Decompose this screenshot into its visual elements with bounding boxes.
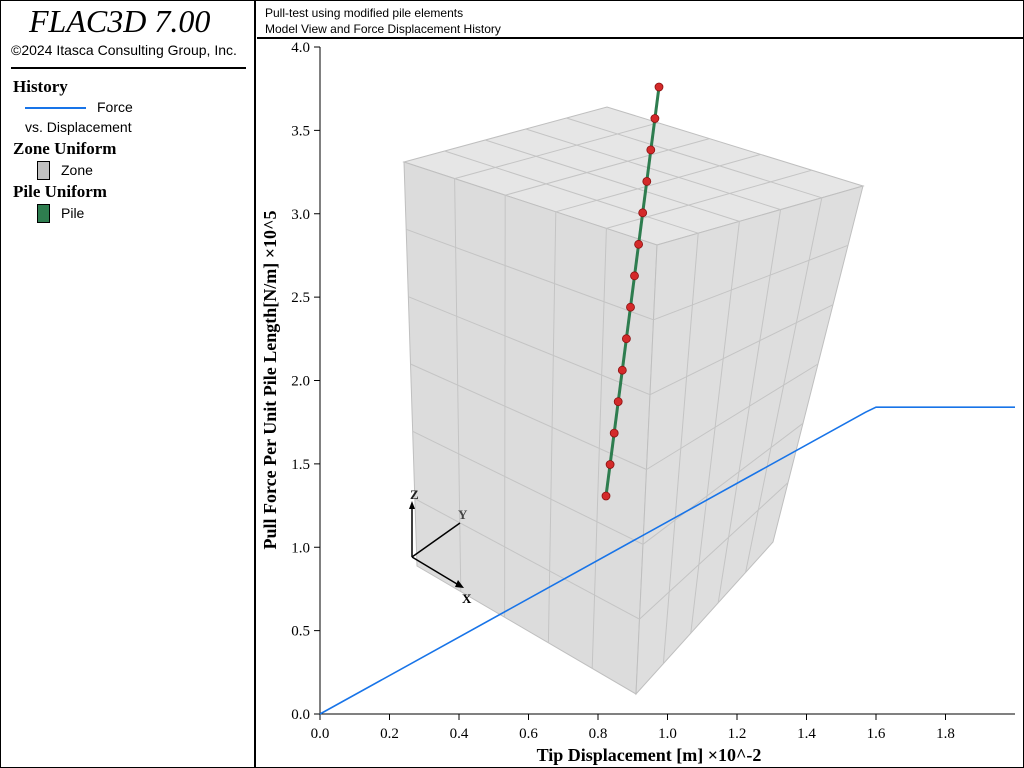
triad-z-label: Z	[410, 487, 419, 502]
pile-legend-heading: Pile Uniform	[13, 182, 107, 201]
pile-nodes	[601, 82, 664, 501]
app-title: FLAC3D 7.00	[29, 3, 211, 39]
y-tick-label: 4.0	[291, 40, 310, 56]
history-line-swatch	[25, 107, 86, 109]
pile-node	[642, 176, 652, 186]
triad-y-axis	[411, 522, 461, 558]
pile-node	[638, 208, 648, 218]
zone-grid-line	[653, 244, 849, 321]
pile-node	[613, 397, 623, 407]
pile-node	[626, 302, 635, 312]
x-tick-label: 0.2	[380, 726, 399, 742]
zone-block-left-face	[403, 161, 658, 695]
force-displacement-series-line	[319, 406, 1015, 715]
zone-grid-line	[444, 150, 699, 234]
zone-grid-line	[408, 296, 651, 396]
y-tick-label: 2.0	[291, 374, 310, 390]
pile-node	[617, 365, 627, 375]
plot-title-line-1: Pull-test using modified pile elements	[265, 6, 464, 20]
triad-x-axis	[411, 556, 463, 588]
sidebar-divider	[11, 67, 246, 69]
model-view: Z Y X	[402, 82, 865, 696]
x-tick-label: 0.6	[519, 726, 538, 742]
pile-node	[646, 145, 656, 155]
pile-node	[605, 460, 615, 469]
triad-y-label: Y	[458, 507, 468, 522]
zone-grid-line	[525, 128, 781, 211]
pile-node	[634, 239, 644, 249]
y-tick-label: 3.5	[291, 123, 310, 139]
y-tick-label: 3.0	[291, 207, 310, 223]
y-axis-label: Pull Force Per Unit Pile Length[N/m] ×10…	[260, 211, 280, 550]
pile-node	[609, 428, 619, 438]
x-tick-label: 0.0	[311, 726, 330, 742]
zone-grid-line	[566, 117, 822, 199]
zone-grid-line	[649, 304, 834, 396]
zone-color-swatch	[37, 161, 50, 180]
y-tick-label: 1.0	[291, 540, 310, 556]
plot-header: Pull-test using modified pile elements M…	[257, 1, 1023, 39]
x-axis-ticks: 0.0 0.2 0.4 0.6 0.8 1.0 1.2 1.4 1.6 1.8	[311, 714, 955, 742]
y-tick-label: 0.0	[291, 707, 310, 723]
y-tick-label: 1.5	[291, 457, 310, 473]
zone-grid-line	[410, 363, 647, 470]
zone-grid-lines	[405, 117, 849, 669]
zone-legend-item: Zone	[61, 162, 93, 178]
chart-series	[319, 406, 1015, 715]
x-tick-label: 1.0	[658, 726, 677, 742]
pile-node	[650, 114, 660, 123]
axes-triad: Z Y X	[409, 487, 472, 606]
pile-line	[604, 86, 661, 497]
history-legend-item-continued: vs. Displacement	[25, 119, 132, 135]
app-copyright: ©2024 Itasca Consulting Group, Inc.	[11, 42, 237, 58]
force-displacement-chart: 0.0 0.5 1.0 1.5 2.0 2.5 3.0 3.5 4.0 0.0 0.2 0.4 0.6…	[260, 40, 1015, 765]
x-tick-label: 1.2	[728, 726, 747, 742]
zone-grid-line	[642, 422, 804, 545]
pile-color-swatch	[37, 204, 50, 223]
x-tick-label: 0.4	[450, 726, 469, 742]
y-tick-label: 2.5	[291, 290, 310, 306]
zone-grid-line	[485, 139, 740, 222]
zone-grid-line	[505, 138, 710, 196]
zone-grid-line	[555, 153, 761, 213]
pile-node	[621, 334, 631, 344]
y-axis-ticks: 0.0 0.5 1.0 1.5 2.0 2.5 3.0 3.5 4.0	[291, 40, 320, 723]
zone-block-right-face	[635, 185, 864, 696]
zone-grid-line	[454, 122, 659, 180]
pile-node	[654, 82, 664, 92]
plot-canvas: Z Y X 0.0 0.5 1.0 1.5 2.0 2.5 3.0 3.5 4.0 0.0 0.2…	[260, 40, 1015, 765]
plot-title-line-2: Model View and Force Displacement Histor…	[265, 22, 501, 36]
history-legend-item: Force	[97, 99, 133, 115]
pile-node	[630, 271, 639, 281]
zone-legend-heading: Zone Uniform	[13, 139, 117, 158]
zone-grid-line	[646, 363, 819, 470]
zone-grid-line	[414, 498, 640, 620]
x-tick-label: 0.8	[589, 726, 608, 742]
zone-grid-line	[639, 482, 789, 620]
pile-legend-item: Pile	[61, 205, 85, 221]
zone-grid-line	[412, 430, 644, 545]
x-tick-label: 1.8	[936, 726, 955, 742]
x-tick-label: 1.6	[867, 726, 886, 742]
history-legend-heading: History	[13, 77, 68, 96]
legend-sidebar: FLAC3D 7.00 ©2024 Itasca Consulting Grou…	[1, 1, 256, 767]
triad-z-arrowhead	[409, 501, 415, 509]
x-axis-label: Tip Displacement [m] ×10^-2	[537, 745, 762, 765]
triad-x-label: X	[462, 591, 472, 606]
triad-x-arrowhead	[455, 580, 464, 588]
x-tick-label: 1.4	[797, 726, 816, 742]
y-tick-label: 0.5	[291, 624, 310, 640]
pile-node	[601, 491, 611, 501]
zone-grid-line	[405, 228, 654, 321]
